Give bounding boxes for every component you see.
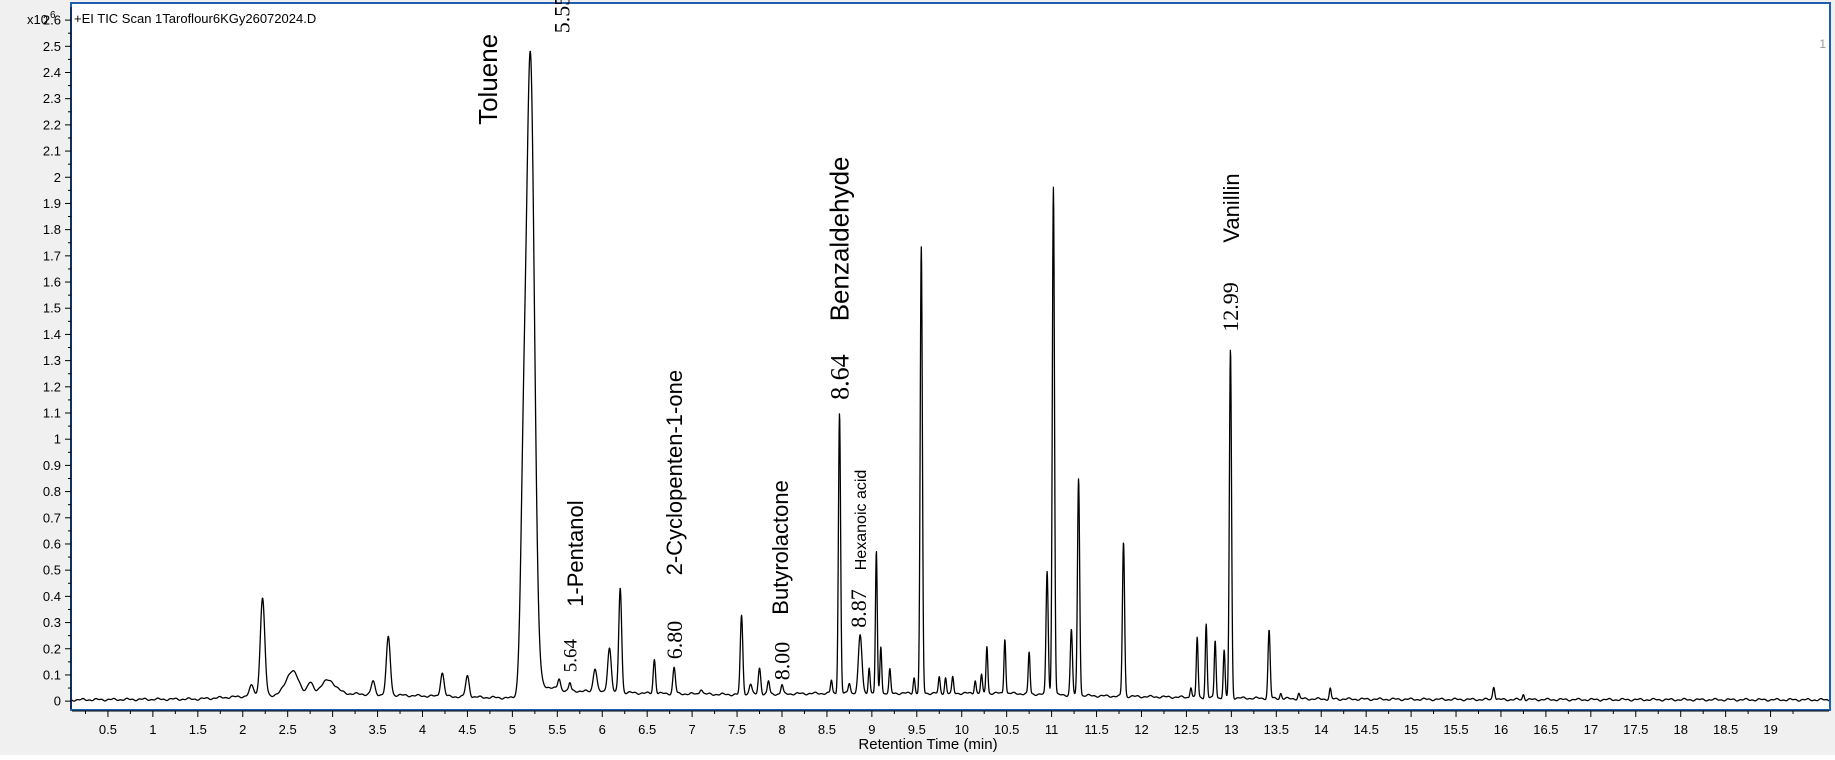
compound-label: Vanillin: [1219, 173, 1244, 242]
y-tick-label: 2.2: [43, 117, 61, 132]
y-axis: 0 0.1 0.2 0.3 0.4 0.5 0.6 0.7 0.8 0.9 1 1.1 1.2 1.3 1.…: [43, 7, 72, 709]
compound-label: Butyrolactone: [768, 480, 793, 615]
y-tick-label: 0.9: [43, 458, 61, 473]
x-tick-label: 10.5: [994, 722, 1019, 737]
chart-title: +EI TIC Scan 1Taroflour6KGy26072024.D: [74, 11, 316, 26]
y-tick-label: 1.3: [43, 353, 61, 368]
x-tick-label: 17: [1584, 722, 1598, 737]
y-multiplier-base: x10: [27, 12, 48, 27]
x-tick-label: 11: [1045, 722, 1059, 737]
retention-time-label: 5.64: [561, 639, 582, 673]
x-tick-label: 2.5: [279, 722, 297, 737]
x-tick-label: 0.5: [99, 722, 117, 737]
y-tick-label: 0.8: [43, 484, 61, 499]
x-tick-label: 1: [149, 722, 156, 737]
x-axis: 0.5 1 1.5 2 2.5 3 3.5 4 4.5 5 5.5 6 6.5 7 7.5 8 8.5 9 9.5 1…: [72, 710, 1829, 737]
compound-label: Toluene: [473, 34, 503, 125]
x-tick-label: 1.5: [189, 722, 207, 737]
retention-time-label: 8.00: [770, 642, 795, 681]
x-tick-label: 9.5: [908, 722, 926, 737]
x-tick-label: 4: [419, 722, 426, 737]
y-tick-label: 1.9: [43, 196, 61, 211]
y-tick-label: 2.5: [43, 39, 61, 54]
x-tick-label: 5.5: [548, 722, 566, 737]
x-tick-label: 11.5: [1084, 722, 1108, 737]
x-tick-label: 2: [239, 722, 246, 737]
panel-index: 1: [1819, 37, 1826, 51]
x-tick-label: 7.5: [728, 722, 746, 737]
compound-label: Hexanoic acid: [853, 470, 870, 571]
y-tick-label: 2.6: [43, 13, 61, 28]
retention-time-label: 8.64: [826, 354, 855, 400]
retention-time-label: 8.87: [846, 589, 871, 628]
y-tick-label: 0.5: [43, 563, 61, 578]
compound-label: Benzaldehyde: [825, 156, 855, 321]
x-tick-label: 13.5: [1264, 722, 1289, 737]
x-tick-label: 15.5: [1443, 722, 1468, 737]
y-tick-label: 0.1: [43, 667, 61, 682]
y-tick-label: 2.3: [43, 91, 61, 106]
y-tick-label: 2.1: [43, 144, 61, 159]
x-tick-label: 19: [1763, 722, 1777, 737]
x-tick-label: 10: [954, 722, 968, 737]
x-tick-label: 15: [1404, 722, 1418, 737]
tic-trace-line: [71, 50, 1830, 702]
y-tick-label: 1.5: [43, 301, 61, 316]
x-tick-label: 3.5: [369, 722, 387, 737]
x-tick-label: 12.5: [1174, 722, 1199, 737]
x-tick-label: 17.5: [1623, 722, 1648, 737]
x-tick-label: 9: [868, 722, 875, 737]
y-tick-label: 1: [54, 432, 61, 447]
x-tick-label: 13: [1224, 722, 1238, 737]
retention-time-label: 6.80: [662, 621, 687, 660]
x-tick-label: 12: [1134, 722, 1148, 737]
y-tick-label: 0.3: [43, 615, 61, 630]
y-axis-multiplier: x10 6: [27, 10, 56, 27]
x-tick-label: 14: [1314, 722, 1328, 737]
y-tick-label: 1.4: [43, 327, 61, 342]
x-tick-label: 6: [599, 722, 606, 737]
compound-label: 2-Cyclopenten-1-one: [662, 370, 687, 575]
x-tick-label: 6.5: [638, 722, 656, 737]
y-tick-label: 2: [54, 170, 61, 185]
compound-label: 1-Pentanol: [563, 500, 588, 606]
y-tick-label: 0.2: [43, 641, 61, 656]
y-tick-label: 1.8: [43, 222, 61, 237]
x-axis-label: Retention Time (min): [858, 736, 997, 753]
retention-time-label: 5.55: [550, 0, 575, 33]
x-tick-label: 14.5: [1354, 722, 1379, 737]
retention-time-label: 12.99: [1218, 282, 1243, 332]
x-tick-label: 7: [689, 722, 696, 737]
x-tick-label: 8.5: [818, 722, 836, 737]
y-tick-label: 1.7: [43, 248, 61, 263]
y-tick-label: 1.2: [43, 379, 61, 394]
y-tick-label: 0.4: [43, 589, 61, 604]
plot-frame: [70, 2, 1831, 711]
x-tick-label: 16.5: [1533, 722, 1558, 737]
x-tick-label: 5: [509, 722, 516, 737]
x-tick-label: 16: [1494, 722, 1508, 737]
y-tick-label: 0.6: [43, 536, 61, 551]
x-tick-label: 3: [329, 722, 336, 737]
peak-annotations: 5.55 5.64 6.80 8.00 8.64 8.87 12.99 Toluene 1-Pe…: [473, 0, 1244, 680]
x-tick-label: 8: [778, 722, 785, 737]
x-tick-label: 4.5: [458, 722, 476, 737]
y-multiplier-exponent: 6: [50, 10, 56, 21]
x-tick-label: 18.5: [1713, 722, 1738, 737]
y-tick-label: 0.7: [43, 510, 61, 525]
y-tick-label: 2.4: [43, 65, 61, 80]
y-tick-label: 1.1: [43, 406, 61, 421]
x-tick-label: 18: [1673, 722, 1687, 737]
y-tick-label: 0: [54, 694, 61, 709]
y-tick-label: 1.6: [43, 275, 61, 290]
